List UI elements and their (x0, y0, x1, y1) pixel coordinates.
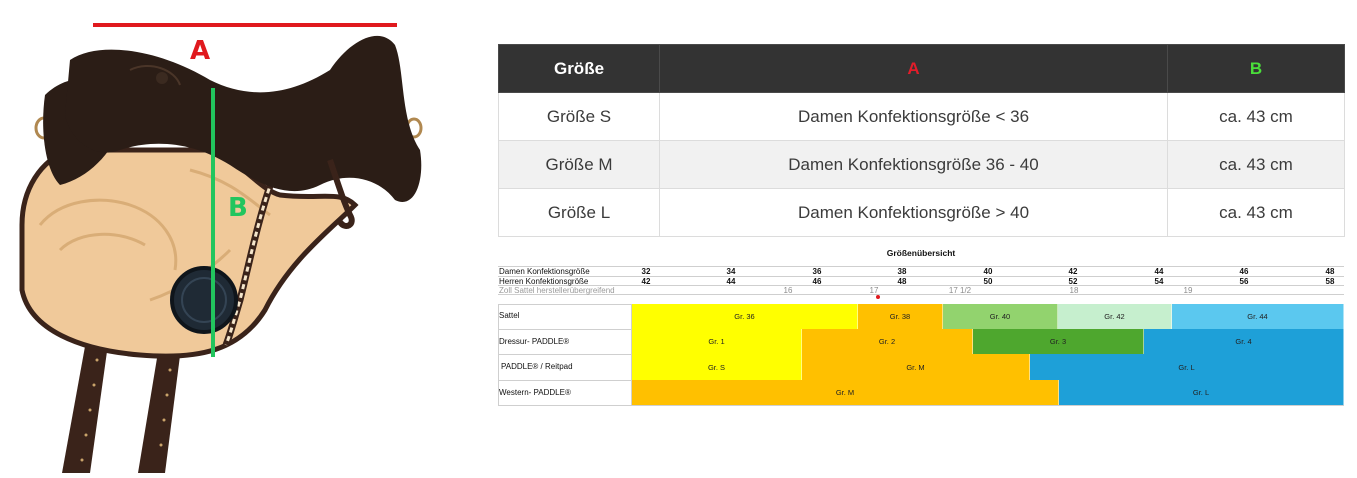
dress-size-cell: Damen Konfektionsgröße 36 - 40 (659, 140, 1168, 189)
size-overview-chart: Größenübersicht Damen Konfektionsgröße H… (498, 246, 1344, 406)
size-band: Gr. M (632, 380, 1059, 405)
dimension-b-label: B (228, 193, 248, 223)
size-band: Gr. 42 (1058, 304, 1172, 329)
size-band: Gr. L (1059, 380, 1344, 405)
size-table-header: Größe A B (498, 44, 1345, 93)
size-band: Gr. S (632, 354, 802, 380)
zoll-size-value: 19 (1183, 286, 1193, 295)
zoll-row-label: Zoll Sattel herstellerübergreifend (499, 286, 615, 295)
damen-size-value: 32 (641, 267, 651, 276)
size-band: Gr. M (802, 354, 1030, 380)
damen-size-value: 36 (812, 267, 822, 276)
herren-size-value: 56 (1239, 277, 1249, 286)
damen-size-value: 48 (1325, 267, 1335, 276)
size-table: Größe A B Größe S Damen Konfektionsgröße… (498, 44, 1345, 237)
zoll-size-value: 16 (783, 286, 793, 295)
product-label: PADDLE® / Reitpad (501, 362, 573, 371)
size-band: Gr. 2 (802, 329, 973, 354)
table-row: Größe L Damen Konfektionsgröße > 40 ca. … (498, 188, 1345, 237)
measure-cell: ca. 43 cm (1167, 92, 1345, 141)
herren-row-label: Herren Konfektionsgröße (499, 277, 589, 286)
measure-cell: ca. 43 cm (1167, 188, 1345, 237)
damen-size-value: 40 (983, 267, 993, 276)
saddle-illustration: A B (0, 0, 470, 473)
marker-dot (876, 295, 880, 299)
herren-size-value: 44 (726, 277, 736, 286)
zoll-size-value: 17 (869, 286, 879, 295)
size-band: Gr. 36 (632, 304, 858, 329)
herren-size-value: 50 (983, 277, 993, 286)
product-label: Sattel (499, 311, 520, 320)
damen-size-value: 46 (1239, 267, 1249, 276)
herren-size-value: 58 (1325, 277, 1335, 286)
damen-row-label: Damen Konfektionsgröße (499, 267, 590, 276)
herren-size-value: 48 (897, 277, 907, 286)
size-band: Gr. 3 (973, 329, 1144, 354)
header-size: Größe (498, 44, 660, 93)
size-band: Gr. L (1030, 354, 1344, 380)
table-row: Größe S Damen Konfektionsgröße < 36 ca. … (498, 92, 1345, 141)
herren-size-value: 46 (812, 277, 822, 286)
herren-size-value: 42 (641, 277, 651, 286)
dress-size-cell: Damen Konfektionsgröße < 36 (659, 92, 1168, 141)
damen-size-value: 38 (897, 267, 907, 276)
zoll-size-value: 18 (1069, 286, 1079, 295)
dimension-a-label: A (190, 36, 211, 66)
table-row: Größe M Damen Konfektionsgröße 36 - 40 c… (498, 140, 1345, 189)
damen-size-value: 42 (1068, 267, 1078, 276)
product-label: Dressur- PADDLE® (499, 337, 570, 346)
size-band: Gr. 40 (943, 304, 1058, 329)
herren-size-value: 52 (1068, 277, 1078, 286)
size-cell: Größe S (498, 92, 660, 141)
size-band: Gr. 4 (1144, 329, 1344, 354)
size-band: Gr. 1 (632, 329, 802, 354)
size-cell: Größe M (498, 140, 660, 189)
herren-size-value: 54 (1154, 277, 1164, 286)
product-label: Western- PADDLE® (499, 388, 571, 397)
product-label-column (498, 304, 632, 406)
size-band: Gr. 44 (1172, 304, 1344, 329)
zoll-size-value: 17 1/2 (948, 286, 972, 295)
header-b: B (1167, 44, 1345, 93)
overview-title: Größenübersicht (886, 248, 956, 258)
measure-cell: ca. 43 cm (1167, 140, 1345, 189)
header-a: A (659, 44, 1168, 93)
dress-size-cell: Damen Konfektionsgröße > 40 (659, 188, 1168, 237)
size-band: Gr. 38 (858, 304, 943, 329)
size-cell: Größe L (498, 188, 660, 237)
saddle-drawing (19, 23, 423, 473)
damen-size-value: 34 (726, 267, 736, 276)
damen-size-value: 44 (1154, 267, 1164, 276)
